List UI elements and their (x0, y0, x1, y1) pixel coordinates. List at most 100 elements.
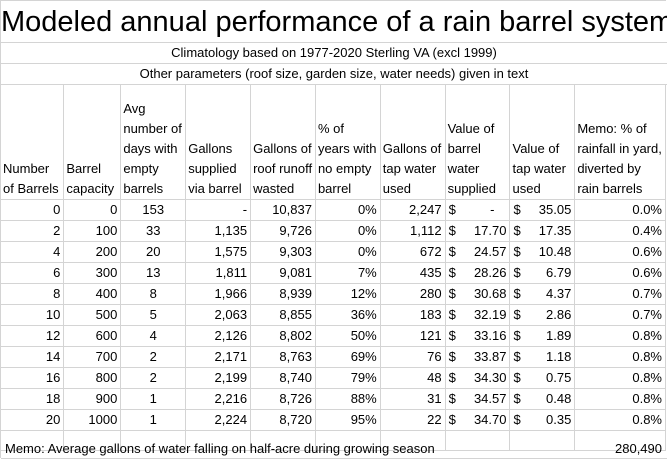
cell-value: 17.35 (538, 222, 572, 238)
currency-symbol: $ (513, 369, 521, 385)
currency-symbol: $ (448, 264, 456, 280)
table-row: 0 0 153-10,837 0% 2,247 $ - $35.05 0.0% (1, 199, 666, 221)
empty-cell (509, 430, 576, 451)
table-cell: 14 (1, 346, 65, 368)
table-cell: 0.8% (574, 367, 666, 389)
table-cell: $34.57 (445, 388, 511, 410)
table-cell: 9,081 (250, 262, 316, 284)
table-cell: 2 (120, 346, 187, 368)
cell-value: 35.05 (538, 201, 572, 217)
table-cell: 100 (63, 220, 122, 242)
cell-value: 2.86 (546, 306, 572, 322)
header-cell: Gallons of tap water used (380, 85, 446, 200)
table-cell: 0.0% (574, 199, 666, 221)
table-cell: 13 (120, 262, 187, 284)
table-row: 20 1000 1 2,224 8,720 95% 22 $34.70 $0.35 0.8% (1, 409, 666, 431)
table-cell: 0.4% (574, 220, 666, 242)
table-cell: $33.87 (445, 346, 511, 368)
empty-cell (380, 430, 446, 451)
cell-value: 0.48 (546, 390, 572, 406)
table-cell: 672 (380, 241, 446, 263)
table-cell: $6.79 (509, 262, 576, 284)
subtitle-parameters: Other parameters (roof size, garden size… (1, 64, 667, 85)
header-cell: % of years with no empty barrel (315, 85, 381, 200)
table-cell: 33 (120, 220, 187, 242)
table-cell: 1,135 (185, 220, 252, 242)
header-cell: Number of Barrels (1, 85, 65, 200)
table-cell: $4.37 (509, 283, 576, 305)
currency-symbol: $ (448, 327, 456, 343)
table-row: 18 900 1 2,216 8,726 88% 31 $34.57 $0.48 0.8% (1, 388, 666, 410)
currency-symbol: $ (513, 390, 521, 406)
empty-cell (445, 430, 511, 451)
empty-cell (185, 430, 252, 451)
currency-symbol: $ (448, 306, 456, 322)
table-cell: - (185, 199, 252, 221)
table-cell: 600 (63, 325, 122, 347)
currency-symbol: $ (448, 201, 456, 217)
header-cell: Barrel capacity (63, 85, 122, 200)
currency-symbol: $ (448, 411, 456, 427)
table-cell: 0.6% (574, 241, 666, 263)
table-cell: $0.75 (509, 367, 576, 389)
table-row: 6 300 13 1,811 9,081 7% 435 $28.26 $6.79 0.6% (1, 262, 666, 284)
table-cell: 79% (315, 367, 381, 389)
table-cell: 12 (1, 325, 65, 347)
table-cell: 2,063 (185, 304, 252, 326)
table-cell: 0.6% (574, 262, 666, 284)
table-cell: 121 (380, 325, 446, 347)
table-cell: 0.8% (574, 346, 666, 368)
table-cell: $10.48 (509, 241, 576, 263)
cell-value: 28.26 (473, 264, 507, 280)
table-cell: $17.70 (445, 220, 511, 242)
table-cell: 1,811 (185, 262, 252, 284)
table-cell: $30.68 (445, 283, 511, 305)
table-cell: 0% (315, 241, 381, 263)
table-cell: 0 (63, 199, 122, 221)
table-cell: 900 (63, 388, 122, 410)
table-cell: $0.35 (509, 409, 576, 431)
cell-value: 34.57 (473, 390, 507, 406)
table-row: 10 500 5 2,063 8,855 36% 183 $32.19 $2.86 0.7% (1, 304, 666, 326)
table-row: 2 100 33 1,135 9,726 0% 1,112 $17.70 $17.35 0.4% (1, 220, 666, 242)
cell-value: 0.75 (546, 369, 572, 385)
currency-symbol: $ (513, 306, 521, 322)
table-cell: 2 (1, 220, 65, 242)
cell-value: 1.89 (546, 327, 572, 343)
currency-symbol: $ (513, 411, 521, 427)
table-cell: 8,939 (250, 283, 316, 305)
header-row: Number of Barrels Barrel capacity Avg nu… (1, 85, 666, 200)
cell-value: - (490, 201, 495, 217)
table-cell: 0.8% (574, 388, 666, 410)
table-cell: 400 (63, 283, 122, 305)
table-cell: 22 (380, 409, 446, 431)
currency-symbol: $ (513, 201, 521, 217)
table-cell: $2.86 (509, 304, 576, 326)
cell-value: 1.18 (546, 348, 572, 364)
table-cell: 9,726 (250, 220, 316, 242)
table-cell: 200 (63, 241, 122, 263)
empty-cell (250, 430, 316, 451)
table-cell: 10,837 (250, 199, 316, 221)
table-cell: $33.16 (445, 325, 511, 347)
table-cell: 700 (63, 346, 122, 368)
cell-value: 32.19 (473, 306, 507, 322)
table-cell: 8,855 (250, 304, 316, 326)
table-cell: 8,740 (250, 367, 316, 389)
table-cell: 9,303 (250, 241, 316, 263)
table-row: 8 400 8 1,966 8,939 12% 280 $30.68 $4.37 0.7% (1, 283, 666, 305)
table-cell: 0% (315, 199, 381, 221)
table-cell: $35.05 (509, 199, 576, 221)
currency-symbol: $ (448, 390, 456, 406)
table-cell: 1000 (63, 409, 122, 431)
table-cell: 2,199 (185, 367, 252, 389)
cell-value: 4.37 (546, 285, 572, 301)
currency-symbol: $ (448, 369, 456, 385)
table-row: 12 600 4 2,126 8,802 50% 121 $33.16 $1.89 0.8% (1, 325, 666, 347)
table-row: 4 200 20 1,575 9,303 0% 672 $24.57 $10.48 0.6% (1, 241, 666, 263)
table-cell: 2,247 (380, 199, 446, 221)
table-cell: 4 (120, 325, 187, 347)
footer-label: Memo: Average gallons of water falling o… (5, 441, 435, 456)
currency-symbol: $ (513, 222, 521, 238)
